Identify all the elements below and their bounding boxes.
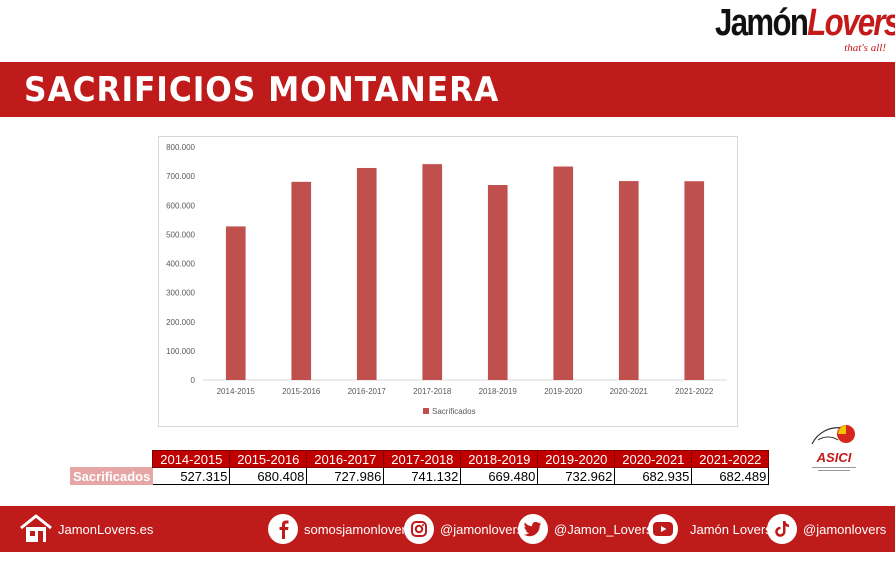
table-header-row: 2014-2015 2015-2016 2016-2017 2017-2018 … [70, 450, 770, 468]
table-header: 2019-2020 [537, 450, 616, 468]
y-tick-label: 300.000 [166, 289, 195, 298]
table-header: 2015-2016 [229, 450, 308, 468]
asici-label: ASICI [816, 450, 852, 465]
tiktok-icon [767, 514, 797, 544]
table-header: 2016-2017 [306, 450, 385, 468]
footer-instagram-link[interactable]: @jamonlovers [404, 506, 523, 552]
y-tick-label: 0 [191, 376, 196, 385]
y-axis-ticks: 0 100.000 200.000 300.000 400.000 500.000 600.… [166, 143, 195, 385]
page-title: SACRIFICIOS MONTANERA [24, 70, 500, 110]
data-table: 2014-2015 2015-2016 2016-2017 2017-2018 … [69, 450, 770, 485]
instagram-icon [404, 514, 434, 544]
table-header: 2017-2018 [383, 450, 462, 468]
table-header: 2021-2022 [691, 450, 770, 468]
y-tick-label: 400.000 [166, 260, 195, 269]
bar [618, 181, 639, 380]
y-tick-label: 200.000 [166, 318, 195, 327]
asici-subtitle-icon [812, 467, 856, 471]
table-cell: 682.935 [614, 467, 693, 485]
bar [684, 181, 705, 380]
bar [291, 181, 312, 380]
x-tick-label: 2016-2017 [348, 387, 387, 396]
y-tick-label: 800.000 [166, 143, 195, 152]
x-tick-label: 2021-2022 [675, 387, 714, 396]
bar [225, 226, 246, 380]
y-tick-label: 600.000 [166, 201, 195, 210]
table-cell: 527.315 [152, 467, 231, 485]
legend-swatch [423, 408, 429, 414]
y-tick-label: 100.000 [166, 347, 195, 356]
y-tick-label: 700.000 [166, 172, 195, 181]
footer-twitter-link[interactable]: @Jamon_Lovers [518, 506, 652, 552]
x-tick-label: 2017-2018 [413, 387, 452, 396]
table-cell: 741.132 [383, 467, 462, 485]
bar-chart: 0 100.000 200.000 300.000 400.000 500.000 600.… [166, 143, 727, 416]
table-cell: 680.408 [229, 467, 308, 485]
youtube-icon [648, 514, 678, 544]
brand-logo: JamónLovers that's all! [715, 2, 895, 57]
x-tick-label: 2014-2015 [217, 387, 256, 396]
table-cell: 682.489 [691, 467, 770, 485]
x-tick-label: 2015-2016 [282, 387, 321, 396]
x-tick-label: 2020-2021 [610, 387, 649, 396]
x-axis-ticks: 2014-2015 2015-2016 2016-2017 2017-2018 2018… [217, 387, 714, 396]
x-tick-label: 2019-2020 [544, 387, 583, 396]
bar [422, 164, 443, 380]
table-cell: 732.962 [537, 467, 616, 485]
asici-emblem-icon [811, 425, 855, 445]
table-corner [70, 450, 153, 468]
table-cell: 727.986 [306, 467, 385, 485]
bar [553, 166, 574, 380]
table-row-label: Sacrificados [69, 467, 154, 485]
brand-name-part1: Jamón [715, 2, 809, 44]
asici-logo: ASICI [808, 420, 860, 478]
title-banner: SACRIFICIOS MONTANERA [0, 62, 895, 117]
footer-youtube-link[interactable]: Jamón Lovers [648, 506, 772, 552]
bar [356, 167, 377, 380]
home-icon [20, 514, 52, 542]
x-tick-label: 2018-2019 [479, 387, 518, 396]
brand-tagline: that's all! [844, 42, 886, 54]
y-tick-label: 500.000 [166, 230, 195, 239]
table-row: Sacrificados 527.315 680.408 727.986 741… [69, 467, 770, 485]
table-header: 2020-2021 [614, 450, 693, 468]
footer-tiktok-link[interactable]: @jamonlovers [767, 506, 886, 552]
brand-name: JamónLovers [715, 2, 895, 45]
footer-facebook-text: somosjamonlovers [304, 521, 413, 537]
footer-facebook-link[interactable]: somosjamonlovers [268, 506, 412, 552]
footer-instagram-text: @jamonlovers [440, 521, 524, 537]
facebook-icon [268, 514, 298, 544]
bars [225, 164, 705, 380]
footer-youtube-text: Jamón Lovers [690, 521, 772, 537]
twitter-icon [518, 514, 548, 544]
chart-legend: Sacrificados [423, 407, 476, 416]
chart-container: 0 100.000 200.000 300.000 400.000 500.000 600.… [158, 136, 738, 427]
table-header: 2018-2019 [460, 450, 539, 468]
bar [487, 185, 508, 380]
footer-website-text: JamonLovers.es [58, 521, 154, 537]
footer-twitter-text: @Jamon_Lovers [554, 521, 653, 537]
legend-label: Sacrificados [432, 407, 476, 416]
table-header: 2014-2015 [152, 450, 231, 468]
table-cell: 669.480 [460, 467, 539, 485]
footer-bar: JamonLovers.es somosjamonlovers @jamonlo… [0, 506, 895, 552]
footer-tiktok-text: @jamonlovers [803, 521, 887, 537]
footer-website-link[interactable]: JamonLovers.es [18, 506, 153, 552]
brand-name-part2: Lovers [807, 2, 895, 44]
